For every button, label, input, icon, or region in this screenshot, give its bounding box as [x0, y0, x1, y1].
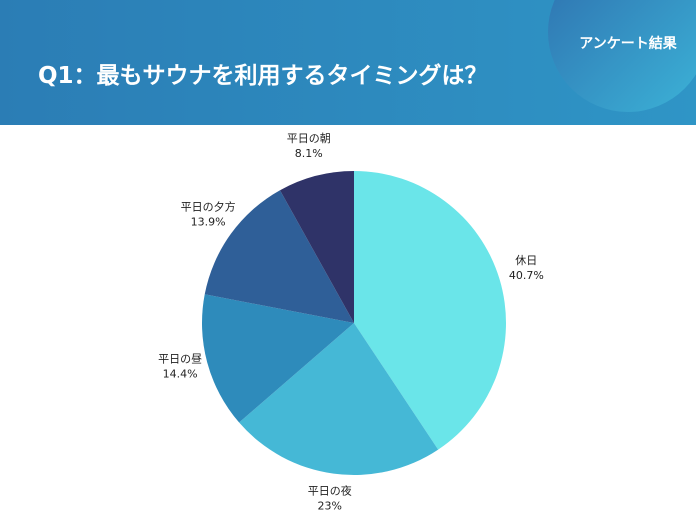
value-label: 23% — [318, 499, 342, 512]
badge-circle — [548, 0, 696, 112]
badge: アンケート結果 — [579, 35, 677, 52]
slice-label: 平日の夜 — [308, 483, 352, 497]
pie-slice — [204, 190, 354, 323]
slice-label: 休日 — [515, 254, 537, 267]
slice-label: 平日の夕方 — [181, 200, 236, 214]
slice-label: 平日の昼 — [158, 353, 202, 366]
pie-slice — [354, 171, 507, 450]
value-label: 14.4% — [163, 368, 198, 381]
slice-label: 平日の朝 — [287, 132, 331, 145]
header: アンケート結果 Q1：最もサウナを利用するタイミングは？ — [0, 0, 696, 125]
value-label: 13.9% — [191, 216, 226, 229]
pie: 休日 40.7% 平日の夜 23% 平日の昼 14.4% 平日の夕方 13.9% 平日の朝 8.1… — [158, 132, 544, 513]
pie-slice — [280, 171, 354, 323]
title: Q1：最もサウナを利用するタイミングは？ — [38, 62, 488, 89]
value-label: 8.1% — [295, 147, 323, 160]
value-label: 40.7% — [509, 269, 544, 282]
pie-slice — [202, 294, 354, 423]
pie-slice — [239, 323, 439, 475]
